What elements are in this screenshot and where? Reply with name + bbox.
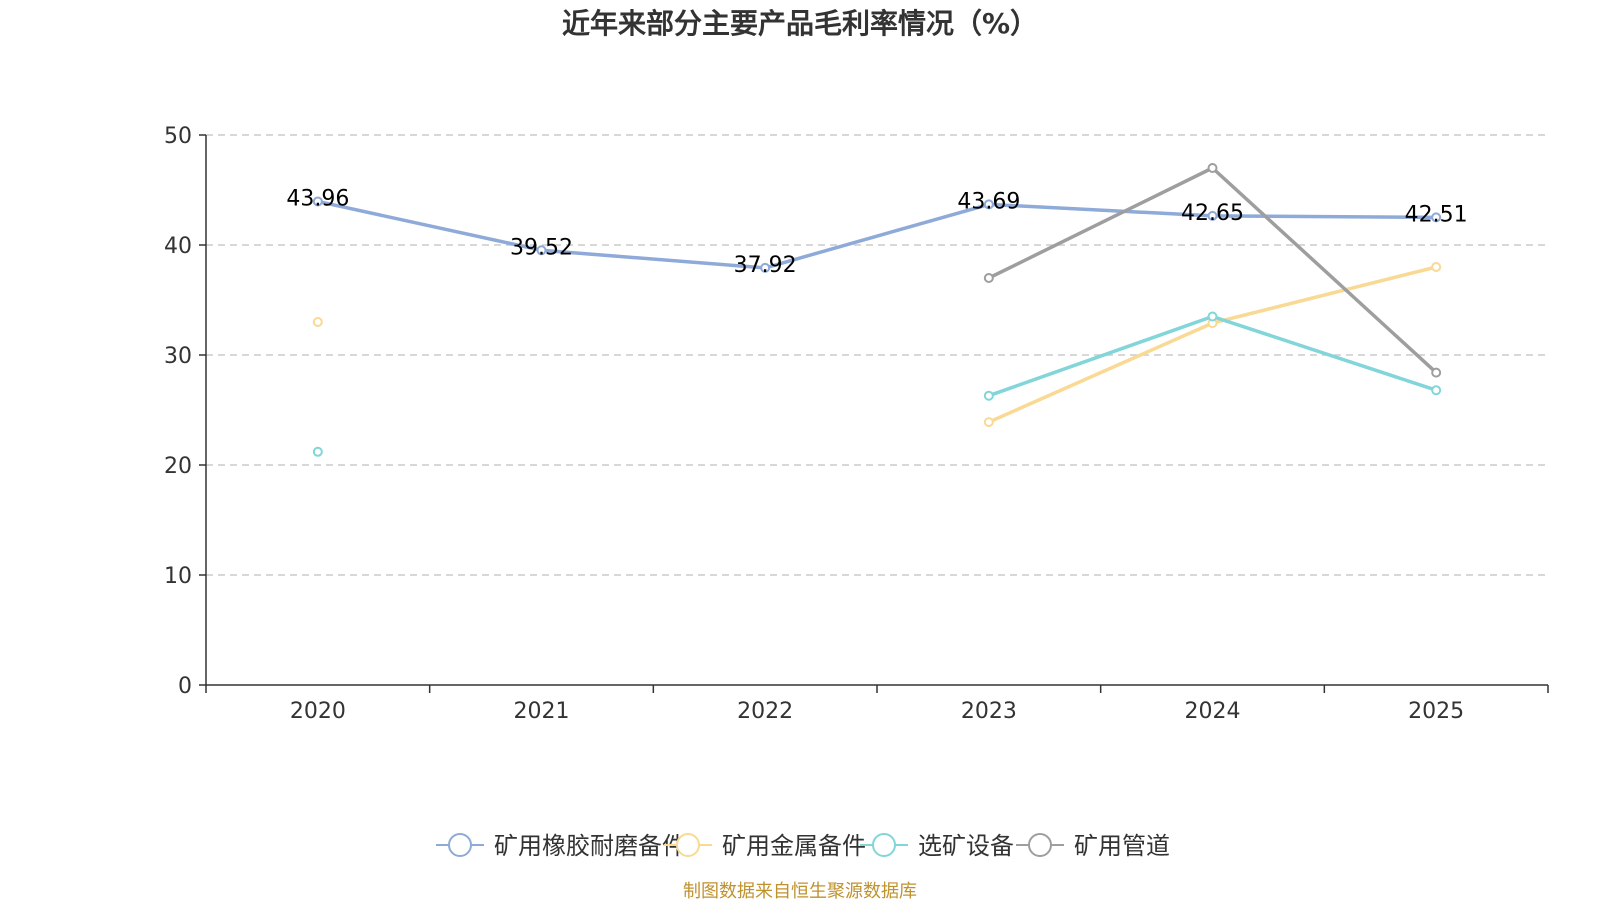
data-point[interactable]: [1431, 385, 1442, 396]
legend: 矿用橡胶耐磨备件 矿用金属备件 选矿设备 矿用管道: [436, 832, 1170, 860]
x-tick-label: 2025: [1408, 699, 1464, 724]
data-point[interactable]: [983, 273, 994, 283]
data-label: 42.65: [1181, 201, 1244, 226]
data-label: 43.96: [286, 186, 349, 211]
series-line: [988, 265, 1437, 424]
series-1: [312, 196, 1442, 273]
legend-marker: [1028, 833, 1052, 857]
legend-label: 矿用管道: [1074, 832, 1170, 860]
legend-label: 选矿设备: [918, 832, 1014, 860]
legend-item[interactable]: 矿用金属备件: [664, 832, 866, 860]
data-point[interactable]: [312, 196, 323, 207]
data-point[interactable]: [1207, 311, 1218, 322]
data-point[interactable]: [1207, 210, 1218, 221]
y-tick-label: 50: [164, 124, 192, 149]
data-point[interactable]: [983, 417, 994, 428]
data-point[interactable]: [760, 262, 771, 273]
axes: 0 10 20 30 40 50 2020 2021 2022 2023 2024 2025: [164, 124, 1549, 724]
data-point[interactable]: [983, 199, 994, 210]
series-3: [312, 311, 1442, 457]
legend-item[interactable]: 矿用管道: [1016, 832, 1170, 860]
series-4: [983, 163, 1442, 378]
data-label: 37.92: [734, 253, 797, 278]
data-point[interactable]: [983, 390, 994, 401]
legend-item[interactable]: 选矿设备: [860, 832, 1014, 860]
data-point[interactable]: [312, 317, 323, 327]
legend-label: 矿用金属备件: [722, 832, 866, 860]
series-line: [988, 314, 1437, 398]
data-point[interactable]: [1431, 367, 1442, 378]
y-tick-label: 20: [164, 454, 192, 479]
legend-item[interactable]: 矿用橡胶耐磨备件: [436, 832, 686, 860]
data-point[interactable]: [1207, 163, 1218, 173]
data-point[interactable]: [1431, 212, 1442, 223]
chart-title: 近年来部分主要产品毛利率情况（%）: [562, 7, 1038, 40]
legend-marker: [872, 833, 896, 857]
data-labels: 43.96 39.52 37.92 43.69 42.65 42.51: [286, 186, 1467, 277]
x-tick-label: 2023: [961, 699, 1017, 724]
data-label: 39.52: [510, 235, 573, 260]
legend-label: 矿用橡胶耐磨备件: [494, 832, 686, 860]
grid-lines: [206, 134, 1548, 576]
data-point[interactable]: [1431, 262, 1442, 272]
data-label: 43.69: [957, 189, 1020, 214]
series-line: [317, 199, 1437, 270]
x-tick-label: 2020: [290, 699, 346, 724]
legend-marker: [448, 833, 472, 857]
x-tick-label: 2024: [1185, 699, 1241, 724]
y-tick-label: 0: [178, 674, 192, 699]
data-point[interactable]: [312, 446, 323, 457]
y-tick-label: 30: [164, 344, 192, 369]
series-lines: [312, 163, 1442, 457]
source-note: 制图数据来自恒生聚源数据库: [683, 881, 917, 900]
series-line: [988, 166, 1438, 374]
data-point[interactable]: [536, 245, 547, 256]
x-tick-label: 2021: [514, 699, 570, 724]
data-label: 42.51: [1405, 202, 1468, 227]
y-tick-label: 40: [164, 234, 192, 259]
series-2: [312, 262, 1442, 428]
x-tick-label: 2022: [737, 699, 793, 724]
y-tick-label: 10: [164, 564, 192, 589]
legend-marker: [676, 833, 700, 857]
